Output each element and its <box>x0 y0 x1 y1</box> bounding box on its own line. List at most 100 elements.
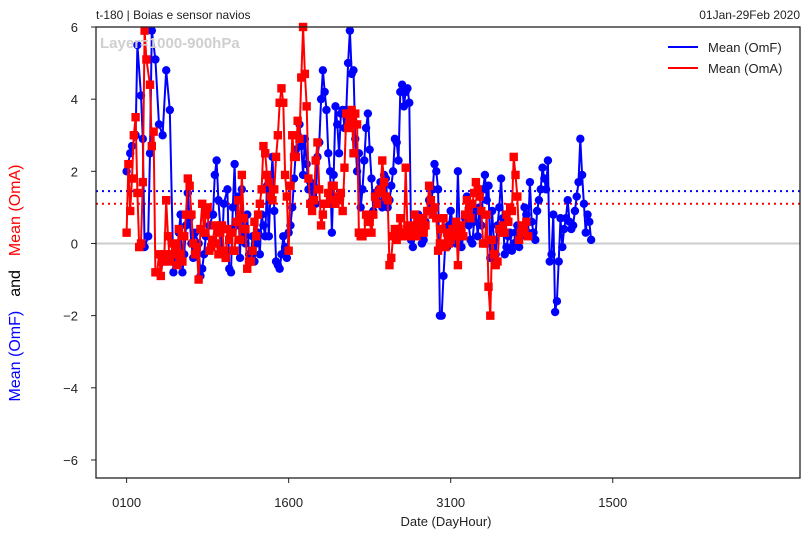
data-point-omf <box>365 145 374 154</box>
data-point-oma <box>405 221 414 230</box>
data-point-oma <box>171 246 180 255</box>
data-point-oma <box>311 156 320 165</box>
data-point-oma <box>385 260 394 270</box>
data-point-omf <box>208 210 218 219</box>
data-point-omf <box>500 250 509 259</box>
data-point-oma <box>430 203 439 212</box>
data-point-oma <box>432 214 441 223</box>
data-point-oma <box>129 131 139 140</box>
data-point-oma <box>187 210 196 219</box>
data-point-oma <box>367 228 376 237</box>
data-point-omf <box>520 203 529 212</box>
data-point-oma <box>489 250 499 259</box>
data-point-oma <box>217 221 227 230</box>
data-point-oma <box>498 221 508 230</box>
x-tick-label: 1600 <box>274 495 303 510</box>
data-point-omf <box>574 177 583 187</box>
data-point-omf <box>162 66 171 75</box>
data-point-oma <box>279 98 288 107</box>
data-point-oma <box>138 177 148 187</box>
data-point-oma <box>126 206 135 216</box>
data-point-oma <box>329 181 338 190</box>
data-point-omf <box>507 246 517 255</box>
data-point-oma <box>464 206 473 216</box>
data-point-omf <box>482 195 491 205</box>
data-point-oma <box>424 181 434 190</box>
data-point-omf <box>282 253 292 263</box>
data-point-oma <box>198 199 207 208</box>
data-point-omf <box>545 257 554 266</box>
chart-date-range: 01Jan-29Feb 2020 <box>699 8 800 22</box>
data-point-oma <box>437 224 446 234</box>
data-point-omf <box>405 98 414 107</box>
data-point-oma <box>226 228 236 237</box>
data-point-oma <box>426 195 436 205</box>
data-point-omf <box>333 120 342 129</box>
data-point-omf <box>563 195 572 205</box>
data-point-oma <box>369 210 378 219</box>
data-point-oma <box>131 113 140 122</box>
data-point-oma <box>399 232 409 241</box>
data-point-oma <box>466 214 475 223</box>
data-point-oma <box>450 232 459 241</box>
data-point-omf <box>289 174 299 183</box>
data-point-omf <box>388 167 398 176</box>
data-point-omf <box>320 87 329 97</box>
data-point-omf <box>484 181 493 190</box>
data-point-oma <box>480 239 490 248</box>
data-point-oma <box>324 188 333 198</box>
data-point-omf <box>585 217 594 227</box>
data-point-oma <box>192 242 202 252</box>
data-point-oma <box>160 250 169 259</box>
data-point-oma <box>442 228 452 237</box>
data-point-omf <box>387 181 396 190</box>
data-point-oma <box>378 156 387 165</box>
y-tick-label: 0 <box>71 236 78 251</box>
data-point-oma <box>172 260 182 270</box>
data-point-omf <box>198 264 207 273</box>
data-point-oma <box>365 217 374 227</box>
data-point-omf <box>403 84 412 93</box>
data-point-omf <box>473 232 482 241</box>
data-point-oma <box>142 55 151 64</box>
data-point-omf <box>532 206 542 216</box>
data-point-oma <box>412 232 421 241</box>
data-point-oma <box>468 199 477 208</box>
data-point-omf <box>275 264 284 273</box>
data-point-omf <box>468 239 477 248</box>
data-point-oma <box>174 224 184 234</box>
data-point-oma <box>345 116 355 126</box>
data-point-oma <box>243 264 252 273</box>
data-point-oma <box>455 221 464 230</box>
data-point-oma <box>133 188 142 198</box>
data-point-oma <box>361 210 371 219</box>
x-axis-label: Date (DayHour) <box>400 514 492 529</box>
data-point-oma <box>288 131 297 140</box>
data-point-oma <box>514 235 524 245</box>
data-point-oma <box>507 206 517 216</box>
data-point-oma <box>291 152 301 162</box>
data-point-omf <box>226 268 236 277</box>
data-point-oma <box>250 217 259 227</box>
data-point-oma <box>154 250 164 259</box>
data-point-omf <box>331 102 340 111</box>
data-point-omf <box>151 55 160 64</box>
data-point-omf <box>363 109 373 118</box>
data-point-oma <box>268 195 277 205</box>
data-point-oma <box>253 210 263 219</box>
data-point-oma <box>414 224 423 234</box>
data-point-oma <box>230 246 239 255</box>
y-tick-label: −4 <box>63 381 78 396</box>
data-point-omf <box>480 170 490 180</box>
data-point-omf <box>392 138 401 147</box>
data-point-oma <box>453 260 463 270</box>
data-point-oma <box>433 246 443 255</box>
data-point-oma <box>338 206 347 216</box>
data-point-oma <box>360 228 369 237</box>
data-point-oma <box>342 109 351 118</box>
data-point-omf <box>559 224 569 234</box>
data-point-omf <box>169 268 178 277</box>
data-point-oma <box>190 250 200 259</box>
data-point-oma <box>124 159 133 169</box>
data-point-omf <box>360 156 369 165</box>
